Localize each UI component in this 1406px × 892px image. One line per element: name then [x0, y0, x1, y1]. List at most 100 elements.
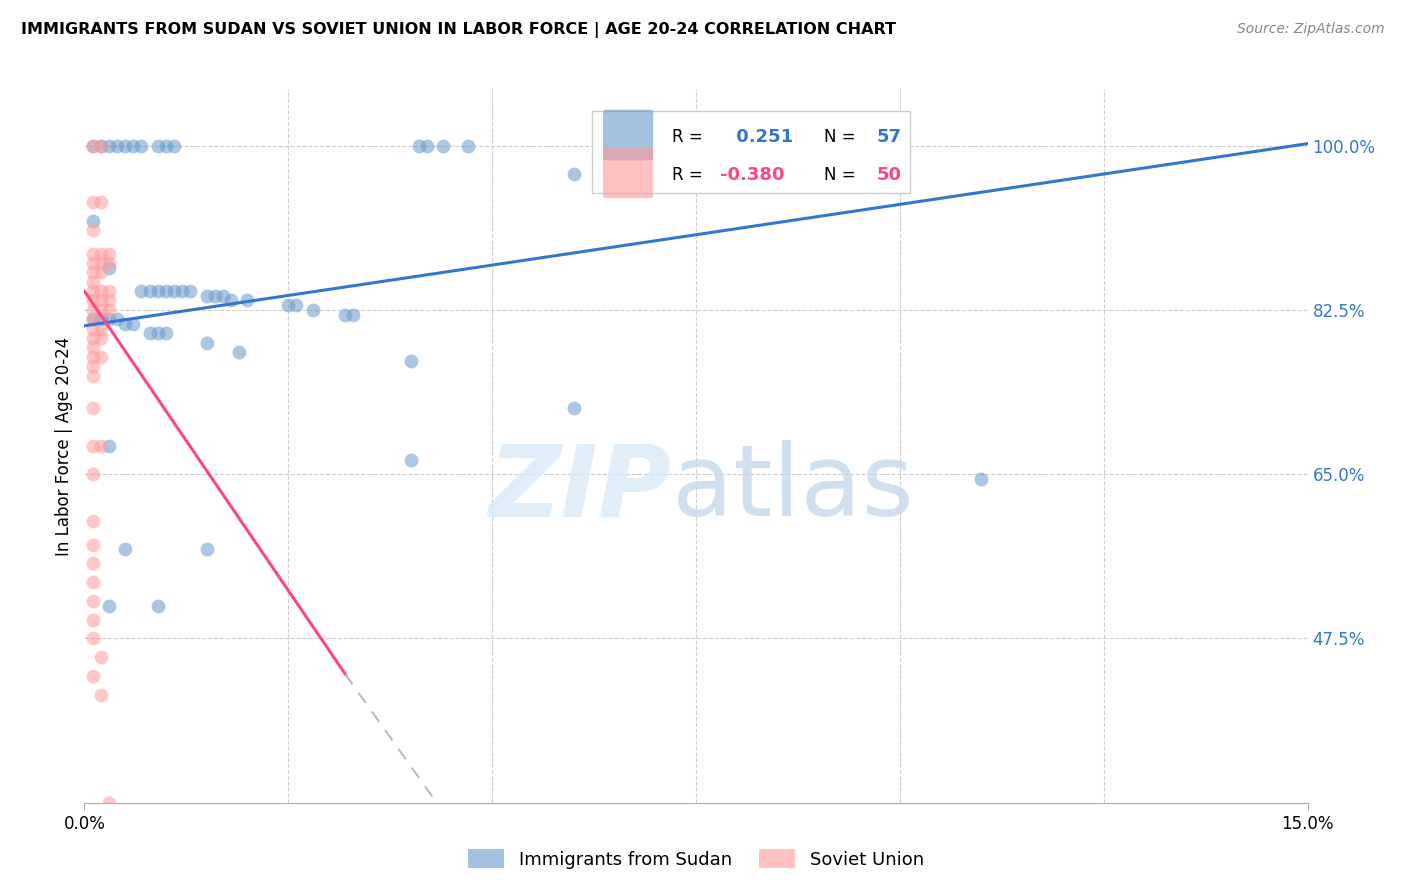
- FancyBboxPatch shape: [592, 111, 910, 193]
- Point: [122, 317, 145, 331]
- Point: [131, 284, 153, 298]
- Point: [82, 312, 104, 326]
- Point: [97, 599, 120, 613]
- Point: [82, 138, 104, 153]
- Point: [301, 302, 323, 317]
- Point: [82, 321, 104, 335]
- Text: N =: N =: [824, 166, 862, 184]
- Point: [90, 439, 112, 453]
- Point: [82, 138, 104, 153]
- Point: [105, 138, 128, 153]
- Point: [82, 293, 104, 308]
- Point: [105, 312, 128, 326]
- Point: [82, 265, 104, 279]
- Point: [146, 284, 169, 298]
- Point: [82, 284, 104, 298]
- Point: [122, 138, 145, 153]
- Point: [146, 599, 169, 613]
- Point: [204, 289, 226, 303]
- Point: [90, 650, 112, 665]
- Text: N =: N =: [824, 128, 862, 146]
- Point: [562, 167, 585, 181]
- Text: R =: R =: [672, 128, 707, 146]
- Point: [97, 312, 120, 326]
- Text: IMMIGRANTS FROM SUDAN VS SOVIET UNION IN LABOR FORCE | AGE 20-24 CORRELATION CHA: IMMIGRANTS FROM SUDAN VS SOVIET UNION IN…: [21, 22, 896, 38]
- Point: [627, 138, 650, 153]
- Point: [90, 321, 112, 335]
- Point: [277, 298, 299, 312]
- Point: [82, 669, 104, 683]
- Point: [82, 246, 104, 260]
- Point: [138, 326, 160, 341]
- Point: [82, 439, 104, 453]
- Point: [82, 340, 104, 354]
- Point: [82, 557, 104, 571]
- Point: [90, 688, 112, 702]
- Point: [97, 284, 120, 298]
- Point: [97, 260, 120, 275]
- Point: [82, 350, 104, 364]
- Point: [342, 308, 364, 322]
- Point: [195, 289, 218, 303]
- Point: [146, 326, 169, 341]
- Point: [335, 308, 357, 322]
- Point: [90, 138, 112, 153]
- Point: [432, 138, 454, 153]
- Point: [82, 594, 104, 608]
- FancyBboxPatch shape: [603, 147, 654, 198]
- Point: [172, 284, 194, 298]
- Point: [219, 293, 242, 308]
- Point: [82, 538, 104, 552]
- Point: [97, 796, 120, 810]
- Point: [163, 138, 186, 153]
- Point: [82, 359, 104, 374]
- Point: [82, 467, 104, 482]
- Point: [82, 331, 104, 345]
- Point: [82, 213, 104, 227]
- Point: [212, 289, 235, 303]
- Point: [195, 335, 218, 350]
- Text: 57: 57: [877, 128, 903, 146]
- FancyBboxPatch shape: [603, 110, 654, 161]
- Point: [97, 246, 120, 260]
- Point: [97, 302, 120, 317]
- Text: atlas: atlas: [672, 441, 912, 537]
- Point: [82, 632, 104, 646]
- Y-axis label: In Labor Force | Age 20-24: In Labor Force | Age 20-24: [55, 336, 73, 556]
- Text: Source: ZipAtlas.com: Source: ZipAtlas.com: [1237, 22, 1385, 37]
- Point: [82, 401, 104, 416]
- Point: [408, 138, 430, 153]
- Point: [82, 302, 104, 317]
- Point: [97, 256, 120, 270]
- Point: [163, 284, 186, 298]
- Point: [179, 284, 201, 298]
- Point: [82, 256, 104, 270]
- Point: [457, 138, 479, 153]
- Text: 0.251: 0.251: [730, 128, 793, 146]
- Point: [82, 368, 104, 383]
- Text: ZIP: ZIP: [488, 441, 672, 537]
- Point: [90, 284, 112, 298]
- Point: [82, 613, 104, 627]
- Point: [399, 354, 422, 368]
- Point: [90, 256, 112, 270]
- Point: [399, 453, 422, 467]
- Text: 50: 50: [877, 166, 903, 184]
- Point: [90, 350, 112, 364]
- Point: [82, 514, 104, 528]
- Point: [114, 542, 136, 557]
- Point: [90, 302, 112, 317]
- Point: [82, 194, 104, 209]
- Point: [146, 138, 169, 153]
- Point: [155, 138, 177, 153]
- Text: -0.380: -0.380: [720, 166, 785, 184]
- Point: [155, 284, 177, 298]
- Point: [236, 293, 259, 308]
- Point: [114, 317, 136, 331]
- Point: [114, 138, 136, 153]
- Legend: Immigrants from Sudan, Soviet Union: Immigrants from Sudan, Soviet Union: [461, 842, 931, 876]
- Point: [82, 575, 104, 590]
- Point: [90, 265, 112, 279]
- Point: [90, 293, 112, 308]
- Point: [228, 345, 250, 359]
